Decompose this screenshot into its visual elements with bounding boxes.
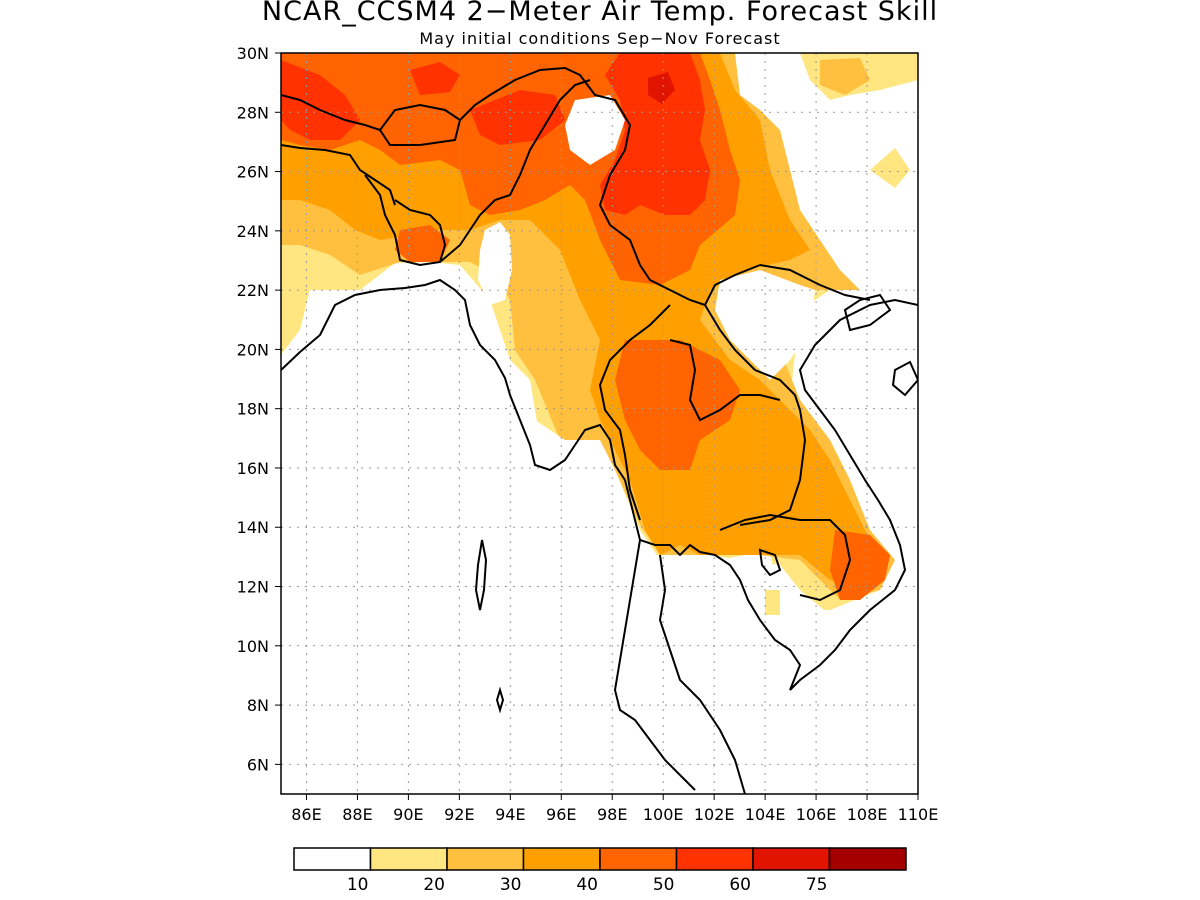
border-myanmar-china (598, 149, 761, 307)
border-myanmar-west (439, 79, 591, 263)
map-title: NCAR_CCSM4 2−Meter Air Temp. Forecast Sk… (261, 0, 939, 27)
skill-shading (281, 53, 918, 794)
lat-tick-label: 14N (237, 518, 269, 537)
island-nicobar (495, 686, 505, 714)
lon-tick-label: 110E (898, 805, 939, 824)
border-bangladesh (364, 174, 447, 267)
lon-tick-label: 98E (597, 805, 627, 824)
border-cambodia (719, 513, 852, 602)
skill-region-60-75 (648, 72, 675, 104)
lat-tick-label: 26N (237, 163, 269, 182)
coastline-malay-peninsula (613, 539, 696, 791)
colorbar-label: 75 (806, 875, 828, 895)
lon-tick-label: 106E (796, 805, 837, 824)
border-myanmar-thailand (598, 304, 671, 521)
colorbar-swatch (369, 847, 448, 871)
lat-tick-label: 28N (237, 103, 269, 122)
lon-tick-label: 104E (745, 805, 786, 824)
skill-region-10-20 (765, 590, 780, 615)
lat-tick-label: 12N (237, 578, 269, 597)
lat-tick-label: 8N (247, 696, 269, 715)
lon-tick-label: 88E (342, 805, 372, 824)
lon-tick-label: 94E (495, 805, 525, 824)
colorbar-swatch (293, 847, 372, 871)
skill-region-40-50 (395, 225, 450, 262)
coastlines-and-borders (281, 66, 918, 794)
skill-region-50-60 (281, 60, 360, 140)
colorbar-label: 40 (576, 875, 598, 895)
colorbar: 10 20 30 40 50 60 75 (293, 847, 907, 895)
lat-tick-label: 10N (237, 637, 269, 656)
latitude-labels: 6N 8N 10N 12N 14N 16N 18N 20N 22N 24N 26N 28N 30N (237, 44, 281, 774)
lon-tick-label: 86E (291, 805, 321, 824)
skill-region-50-60 (600, 53, 710, 215)
border-vietnam-china (759, 264, 871, 301)
colorbar-swatch (675, 847, 754, 871)
border-india-china (281, 144, 396, 206)
island-andaman (474, 539, 488, 611)
lat-tick-label: 18N (237, 400, 269, 419)
coastline-gulf-tonkin-island (843, 293, 892, 332)
island-hainan (891, 360, 918, 397)
lon-tick-label: 108E (847, 805, 888, 824)
colorbar-swatch (752, 847, 831, 871)
lon-tick-label: 100E (643, 805, 684, 824)
map-subtitle: May initial conditions Sep−Nov Forecast (419, 29, 781, 48)
lon-tick-label: 92E (444, 805, 474, 824)
colorbar-swatch (522, 847, 601, 871)
lake-tonle-sap (758, 548, 782, 577)
colorbar-swatch (446, 847, 525, 871)
colorbar-label: 10 (347, 875, 369, 895)
skill-region-below-10 (281, 290, 640, 794)
lon-tick-label: 102E (694, 805, 735, 824)
skill-region-40-50 (615, 340, 740, 470)
plot-frame (280, 52, 919, 795)
skill-region-50-60 (410, 62, 460, 95)
lat-tick-label: 20N (237, 340, 269, 359)
map-grid (281, 53, 918, 794)
lat-tick-label: 24N (237, 222, 269, 241)
skill-region-20-30 (820, 58, 870, 95)
skill-region-10-20 (870, 148, 910, 188)
colorbar-label: 50 (653, 875, 675, 895)
skill-region-40-50 (830, 530, 890, 600)
border-india-nepal (281, 94, 381, 131)
border-thailand-laos (669, 339, 781, 422)
lat-tick-label: 16N (237, 459, 269, 478)
lon-tick-label: 90E (393, 805, 423, 824)
border-india-northeast (459, 66, 632, 151)
skill-region-below-10 (640, 555, 835, 794)
lat-tick-label: 30N (237, 44, 269, 63)
colorbar-swatch (828, 847, 907, 871)
lat-tick-label: 6N (247, 755, 269, 774)
colorbar-label: 60 (729, 875, 751, 895)
lat-tick-label: 22N (237, 281, 269, 300)
skill-region-below-10 (830, 600, 918, 794)
colorbar-label: 30 (500, 875, 522, 895)
colorbar-swatch (599, 847, 678, 871)
coastline-india-bay-of-bengal (281, 278, 918, 691)
skill-region-below-10 (478, 222, 512, 305)
longitude-labels: 86E 88E 90E 92E 94E 96E 98E 100E 102E 104E 106E 108… (291, 794, 938, 824)
coastline-malay-east (658, 554, 746, 794)
border-laos (704, 304, 807, 526)
colorbar-label: 20 (423, 875, 445, 895)
lon-tick-label: 96E (546, 805, 576, 824)
